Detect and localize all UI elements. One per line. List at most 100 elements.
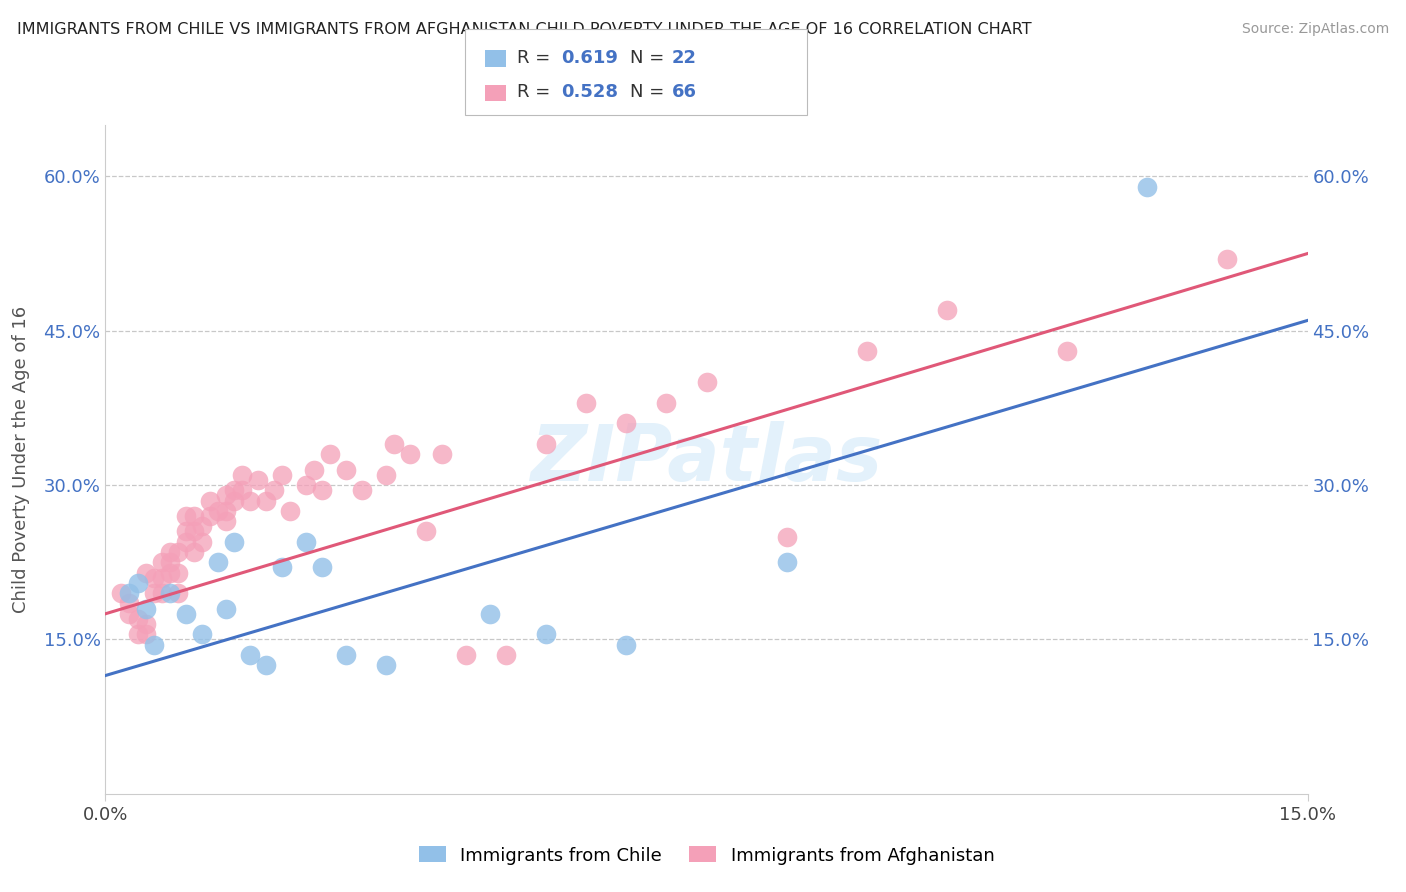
Point [135,627,157,641]
Point [110,586,132,600]
Point [415,524,437,539]
Point [616,638,638,652]
Point [534,627,557,641]
Point [174,524,197,539]
Point [655,396,678,410]
Point [254,658,277,673]
Point [454,648,477,662]
Point [302,463,325,477]
Text: IMMIGRANTS FROM CHILE VS IMMIGRANTS FROM AFGHANISTAN CHILD POVERTY UNDER THE AGE: IMMIGRANTS FROM CHILE VS IMMIGRANTS FROM… [17,22,1032,37]
Point [118,586,141,600]
Point [239,648,262,662]
Point [127,612,149,626]
Point [776,555,799,569]
Point [183,524,205,539]
Point [254,493,277,508]
Point [374,467,398,482]
Point [214,601,236,615]
Point [616,417,638,431]
Point [190,534,212,549]
Point [430,447,453,461]
Point [166,586,188,600]
Point [198,508,221,523]
Point [150,586,173,600]
Point [319,447,342,461]
Text: N =: N = [630,83,669,102]
Point [183,545,205,559]
Text: Source: ZipAtlas.com: Source: ZipAtlas.com [1241,22,1389,37]
Point [142,638,165,652]
Point [1056,344,1078,359]
Point [936,303,959,318]
Point [335,463,357,477]
Text: ZIPatlas: ZIPatlas [530,421,883,498]
Text: R =: R = [517,83,557,102]
Point [127,575,149,590]
Point [246,473,269,487]
Point [278,504,301,518]
Point [150,571,173,585]
Point [166,545,188,559]
Text: 0.528: 0.528 [561,83,619,102]
Point [159,566,181,580]
Point [479,607,502,621]
Point [198,493,221,508]
Point [142,586,165,600]
Point [239,493,262,508]
Point [534,437,557,451]
Point [127,627,149,641]
Point [382,437,405,451]
Point [311,483,333,498]
Point [118,597,141,611]
Point [135,566,157,580]
Point [166,566,188,580]
Point [214,514,236,528]
Point [495,648,517,662]
Point [214,504,236,518]
Point [222,483,245,498]
Point [374,658,398,673]
Point [159,545,181,559]
Text: N =: N = [630,49,669,67]
Point [263,483,285,498]
Point [207,504,229,518]
Point [270,560,292,574]
Point [174,508,197,523]
Point [135,617,157,632]
Point [696,375,718,389]
Legend: Immigrants from Chile, Immigrants from Afghanistan: Immigrants from Chile, Immigrants from A… [412,839,1001,871]
Point [311,560,333,574]
Point [118,607,141,621]
Point [150,555,173,569]
Point [159,586,181,600]
Point [222,534,245,549]
Point [335,648,357,662]
Point [174,607,197,621]
Point [159,555,181,569]
Text: R =: R = [517,49,557,67]
Text: 0.619: 0.619 [561,49,617,67]
Point [575,396,598,410]
Point [855,344,877,359]
Point [142,571,165,585]
Point [231,483,253,498]
Point [350,483,373,498]
Point [1136,179,1159,194]
Text: 66: 66 [672,83,697,102]
Point [295,478,318,492]
Point [190,519,212,533]
Point [776,530,799,544]
Point [183,508,205,523]
Point [231,467,253,482]
Point [399,447,422,461]
Point [135,601,157,615]
Point [295,534,318,549]
Point [270,467,292,482]
Point [174,534,197,549]
Point [207,555,229,569]
Point [214,488,236,502]
Point [1216,252,1239,266]
Point [222,493,245,508]
Text: 22: 22 [672,49,697,67]
Y-axis label: Child Poverty Under the Age of 16: Child Poverty Under the Age of 16 [11,306,30,613]
